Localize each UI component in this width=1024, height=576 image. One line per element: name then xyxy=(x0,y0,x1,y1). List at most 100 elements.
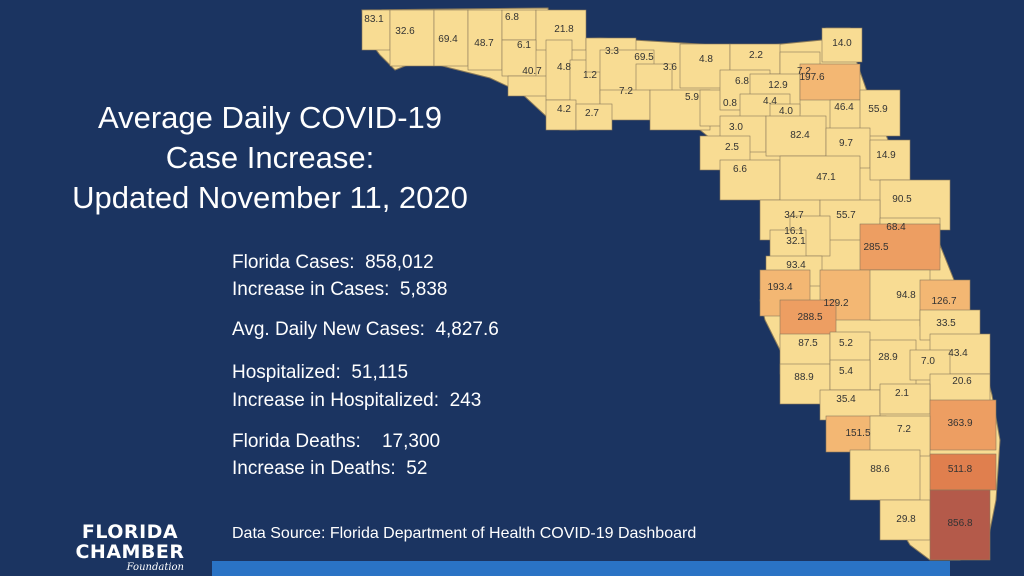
county-value-label: 87.5 xyxy=(798,338,818,349)
title-line-3: Updated November 11, 2020 xyxy=(72,180,468,215)
county-value-label: 93.4 xyxy=(786,260,806,271)
county-shape xyxy=(433,9,469,67)
county-value-label: 46.4 xyxy=(834,102,854,113)
county-shape xyxy=(765,115,827,157)
county-shape xyxy=(929,399,997,451)
county-value-label: 2.2 xyxy=(749,50,763,61)
county-value-label: 0.8 xyxy=(723,98,737,109)
county-value-label: 1.2 xyxy=(583,70,597,81)
stat-hospitalized: Hospitalized: 51,115 xyxy=(232,362,409,383)
county-value-label: 6.8 xyxy=(505,12,519,23)
county-shape xyxy=(779,155,861,207)
county-value-label: 288.5 xyxy=(797,312,822,323)
county-value-label: 4.4 xyxy=(763,96,777,107)
county-value-label: 511.8 xyxy=(948,464,973,475)
county-value-label: 7.2 xyxy=(797,66,811,77)
county-value-label: 3.0 xyxy=(729,122,743,133)
county-shape xyxy=(929,373,991,405)
county-value-label: 83.1 xyxy=(364,14,384,25)
logo-line-1: FLORIDA xyxy=(81,521,179,543)
stat-florida-cases: Florida Cases: 858,012 xyxy=(232,252,434,273)
county-value-label: 129.2 xyxy=(823,298,848,309)
logo-line-2: CHAMBER xyxy=(75,541,185,563)
title-line-1: Average Daily COVID-19 xyxy=(97,100,442,135)
county-shape xyxy=(501,39,537,77)
county-shape xyxy=(849,449,921,501)
county-value-label: 197.6 xyxy=(799,72,824,83)
stat-increase-deaths: Increase in Deaths: 52 xyxy=(232,458,428,479)
county-shape xyxy=(389,9,435,67)
county-value-label: 3.6 xyxy=(663,62,677,73)
county-shape xyxy=(545,39,573,101)
county-value-label: 21.8 xyxy=(554,24,574,35)
county-value-label: 6.6 xyxy=(733,164,747,175)
county-value-label: 5.4 xyxy=(839,366,853,377)
county-shape xyxy=(779,299,837,341)
county-value-label: 34.7 xyxy=(784,210,804,221)
county-shape xyxy=(879,383,931,415)
logo-line-3: Foundation xyxy=(126,562,184,573)
county-shape xyxy=(869,139,911,181)
county-value-label: 32.6 xyxy=(395,26,415,37)
county-shape xyxy=(821,27,863,63)
county-value-label: 3.3 xyxy=(605,46,619,57)
county-shape xyxy=(575,103,613,131)
stat-avg-daily-new-cases: Avg. Daily New Cases: 4,827.6 xyxy=(232,319,499,340)
county-value-label: 2.1 xyxy=(895,388,909,399)
county-value-label: 14.9 xyxy=(876,150,896,161)
county-value-label: 88.6 xyxy=(870,464,890,475)
county-value-label: 43.4 xyxy=(948,348,968,359)
title-line-2: Case Increase: xyxy=(165,140,375,175)
data-source: Data Source: Florida Department of Healt… xyxy=(232,525,697,542)
county-value-label: 55.9 xyxy=(868,104,888,115)
county-value-label: 7.2 xyxy=(897,424,911,435)
county-shape xyxy=(929,489,991,561)
page-title: Average Daily COVID-19 Case Increase: Up… xyxy=(40,98,500,218)
stat-increase-cases: Increase in Cases: 5,838 xyxy=(232,279,448,300)
county-value-label: 151.5 xyxy=(845,428,870,439)
county-shape xyxy=(859,223,941,271)
county-value-label: 33.5 xyxy=(936,318,956,329)
county-value-label: 363.9 xyxy=(947,418,972,429)
florida-chamber-logo: FLORIDA CHAMBER Foundation xyxy=(68,521,192,573)
county-shape xyxy=(869,339,917,391)
county-value-label: 7.0 xyxy=(921,356,935,367)
county-value-label: 4.2 xyxy=(557,104,571,115)
county-value-label: 68.4 xyxy=(886,222,906,233)
stat-florida-deaths: Florida Deaths: 17,300 xyxy=(232,431,441,452)
county-value-label: 4.8 xyxy=(557,62,571,73)
county-value-label: 94.8 xyxy=(896,290,916,301)
county-value-label: 14.0 xyxy=(832,38,852,49)
county-value-label: 285.5 xyxy=(863,242,888,253)
county-value-label: 7.2 xyxy=(619,86,633,97)
county-value-label: 69.5 xyxy=(634,52,654,63)
county-shape xyxy=(769,229,807,261)
county-value-label: 2.7 xyxy=(585,108,599,119)
county-value-label: 69.4 xyxy=(438,34,458,45)
county-value-label: 47.1 xyxy=(816,172,836,183)
county-shapes xyxy=(361,7,1001,561)
county-value-label: 2.5 xyxy=(725,142,739,153)
county-value-label: 28.9 xyxy=(878,352,898,363)
county-value-label: 20.6 xyxy=(952,376,972,387)
county-value-label: 32.1 xyxy=(786,236,806,247)
county-value-label: 4.8 xyxy=(699,54,713,65)
county-value-label: 29.8 xyxy=(896,514,916,525)
county-value-label: 5.9 xyxy=(685,92,699,103)
stat-increase-hospitalized: Increase in Hospitalized: 243 xyxy=(232,390,482,411)
county-value-label: 55.7 xyxy=(836,210,856,221)
county-shape xyxy=(545,99,577,131)
county-value-label: 82.4 xyxy=(790,130,810,141)
county-value-label: 6.1 xyxy=(517,40,531,51)
county-value-label: 5.2 xyxy=(839,338,853,349)
county-shape xyxy=(719,159,781,201)
county-value-label: 40.7 xyxy=(522,66,542,77)
county-value-label: 193.4 xyxy=(767,282,792,293)
county-value-label: 9.7 xyxy=(839,138,853,149)
county-value-label: 126.7 xyxy=(931,296,956,307)
county-value-label: 16.1 xyxy=(784,226,804,237)
county-value-label: 88.9 xyxy=(794,372,814,383)
accent-bar xyxy=(212,561,950,576)
county-shape xyxy=(361,9,391,51)
